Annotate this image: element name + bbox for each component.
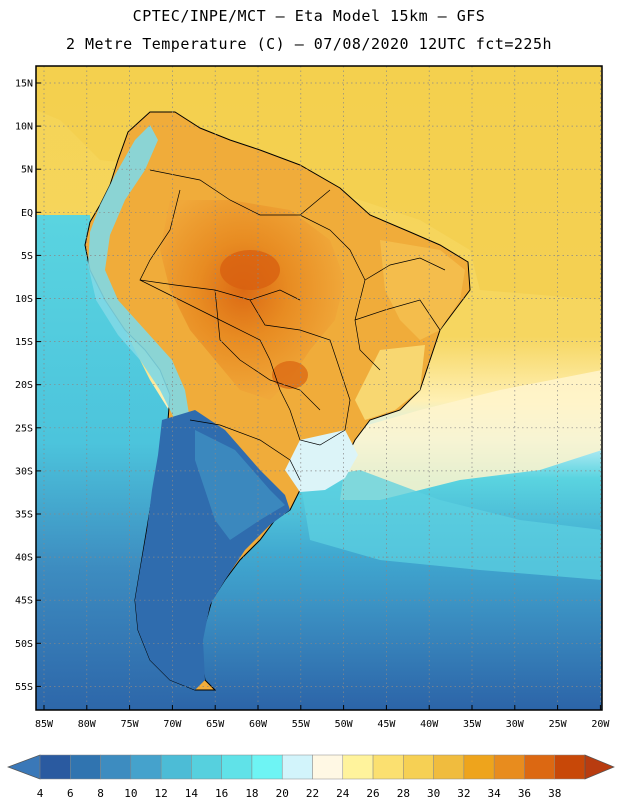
colorbar-segment bbox=[191, 754, 222, 780]
colorbar-label: 22 bbox=[306, 787, 319, 800]
colorbar-segment bbox=[554, 754, 586, 780]
colorbar-segment bbox=[433, 754, 465, 780]
graticule bbox=[36, 66, 602, 710]
atlantic-cool-plume bbox=[300, 470, 602, 580]
lon-tick-label: 65W bbox=[206, 719, 225, 730]
colorbar-label: 4 bbox=[37, 787, 44, 800]
colorbar-label: 34 bbox=[488, 787, 502, 800]
hottest-core bbox=[220, 250, 280, 290]
colorbar-label: 38 bbox=[548, 787, 561, 800]
colorbar-label: 30 bbox=[427, 787, 440, 800]
colorbar-segment bbox=[372, 754, 404, 780]
colorbar-label: 28 bbox=[397, 787, 410, 800]
colorbar-label: 32 bbox=[457, 787, 470, 800]
colorbar-segment bbox=[342, 754, 374, 780]
colorbar-segment bbox=[312, 754, 344, 780]
amazon-hot-region bbox=[160, 200, 345, 400]
colorbar-label: 12 bbox=[154, 787, 167, 800]
lon-tick-label: 30W bbox=[506, 719, 525, 730]
lon-tick-label: 45W bbox=[377, 719, 396, 730]
country-borders bbox=[139, 169, 446, 481]
colorbar-label: 8 bbox=[97, 787, 104, 800]
lat-tick-label: 10S bbox=[15, 294, 33, 305]
colorbar-segment bbox=[39, 754, 71, 780]
map-title-line-1: CPTEC/INPE/MCT – Eta Model 15km – GFS bbox=[132, 7, 486, 25]
lon-tick-label: 40W bbox=[420, 719, 439, 730]
lat-tick-label: 5S bbox=[21, 251, 33, 262]
colorbar-label: 6 bbox=[67, 787, 74, 800]
colorbar-label: 10 bbox=[124, 787, 137, 800]
lon-tick-label: 75W bbox=[121, 719, 140, 730]
lat-tick-label: 5N bbox=[21, 165, 33, 176]
lat-tick-label: 15N bbox=[15, 79, 33, 90]
lat-tick-label: 25S bbox=[15, 423, 33, 434]
colorbar-label: 36 bbox=[518, 787, 531, 800]
colorbar-label: 20 bbox=[276, 787, 289, 800]
lon-tick-label: 20W bbox=[591, 719, 610, 730]
lat-tick-label: 20S bbox=[15, 380, 33, 391]
lat-tick-label: 15S bbox=[15, 337, 33, 348]
colorbar-segment bbox=[100, 754, 132, 780]
lon-tick-label: 80W bbox=[78, 719, 97, 730]
colorbar-label: 24 bbox=[336, 787, 350, 800]
colorbar-low-arrow bbox=[7, 754, 41, 780]
northeast-mild-region bbox=[380, 240, 465, 340]
colorbar-label: 26 bbox=[366, 787, 379, 800]
andes-cool-strip bbox=[88, 125, 190, 420]
lon-tick-label: 25W bbox=[549, 719, 568, 730]
colorbar-segment bbox=[403, 754, 434, 780]
pampas-cool-region bbox=[195, 430, 285, 540]
colorbar-segment bbox=[70, 754, 101, 780]
colorbar-segment bbox=[493, 754, 525, 780]
lat-tick-label: 55S bbox=[15, 682, 33, 693]
lon-tick-label: 50W bbox=[335, 719, 354, 730]
colorbar-label: 16 bbox=[215, 787, 228, 800]
colorbar-segment bbox=[130, 754, 162, 780]
southeast-mild-region bbox=[355, 345, 425, 420]
map-title-line-2: 2 Metre Temperature (C) – 07/08/2020 12U… bbox=[65, 35, 553, 53]
hot-core-south bbox=[272, 361, 308, 389]
southern-cool-region bbox=[285, 430, 358, 492]
colorbar-segment bbox=[281, 754, 313, 780]
lat-tick-label: 40S bbox=[15, 553, 33, 564]
lat-tick-label: EQ bbox=[21, 208, 33, 219]
colorbar-segment bbox=[463, 754, 495, 780]
map-area bbox=[36, 66, 602, 710]
colorbar-segment bbox=[160, 754, 192, 780]
colorbar: 4 6 8 10 12 14 16 18 20 22 24 26 28 30 32 34 36 38 bbox=[7, 754, 615, 800]
colorbar-segment bbox=[251, 754, 283, 780]
colorbar-segment bbox=[221, 754, 253, 780]
lat-tick-label: 35S bbox=[15, 510, 33, 521]
colorbar-label: 18 bbox=[245, 787, 258, 800]
lon-tick-label: 70W bbox=[163, 719, 182, 730]
lon-tick-label: 35W bbox=[463, 719, 482, 730]
latitude-axis: 15N 10N 5N EQ 5S 10S 15S 20S 25S 30S 35S 40S 45S 50S 5… bbox=[15, 79, 41, 693]
lon-tick-label: 60W bbox=[249, 719, 268, 730]
atlantic-mild-plume bbox=[340, 370, 602, 500]
lat-tick-label: 30S bbox=[15, 466, 33, 477]
colorbar-high-arrow bbox=[584, 754, 615, 780]
colorbar-label: 14 bbox=[185, 787, 199, 800]
lat-tick-label: 50S bbox=[15, 639, 33, 650]
lat-tick-label: 45S bbox=[15, 596, 33, 607]
lat-tick-label: 10N bbox=[15, 122, 33, 133]
map-frame bbox=[35, 65, 603, 711]
lon-tick-label: 55W bbox=[292, 719, 311, 730]
colorbar-segment bbox=[524, 754, 555, 780]
lon-tick-label: 85W bbox=[35, 719, 54, 730]
longitude-axis: 85W 80W 75W 70W 65W 60W 55W 50W 45W 40W 35W 30W 25W 2… bbox=[35, 705, 610, 730]
